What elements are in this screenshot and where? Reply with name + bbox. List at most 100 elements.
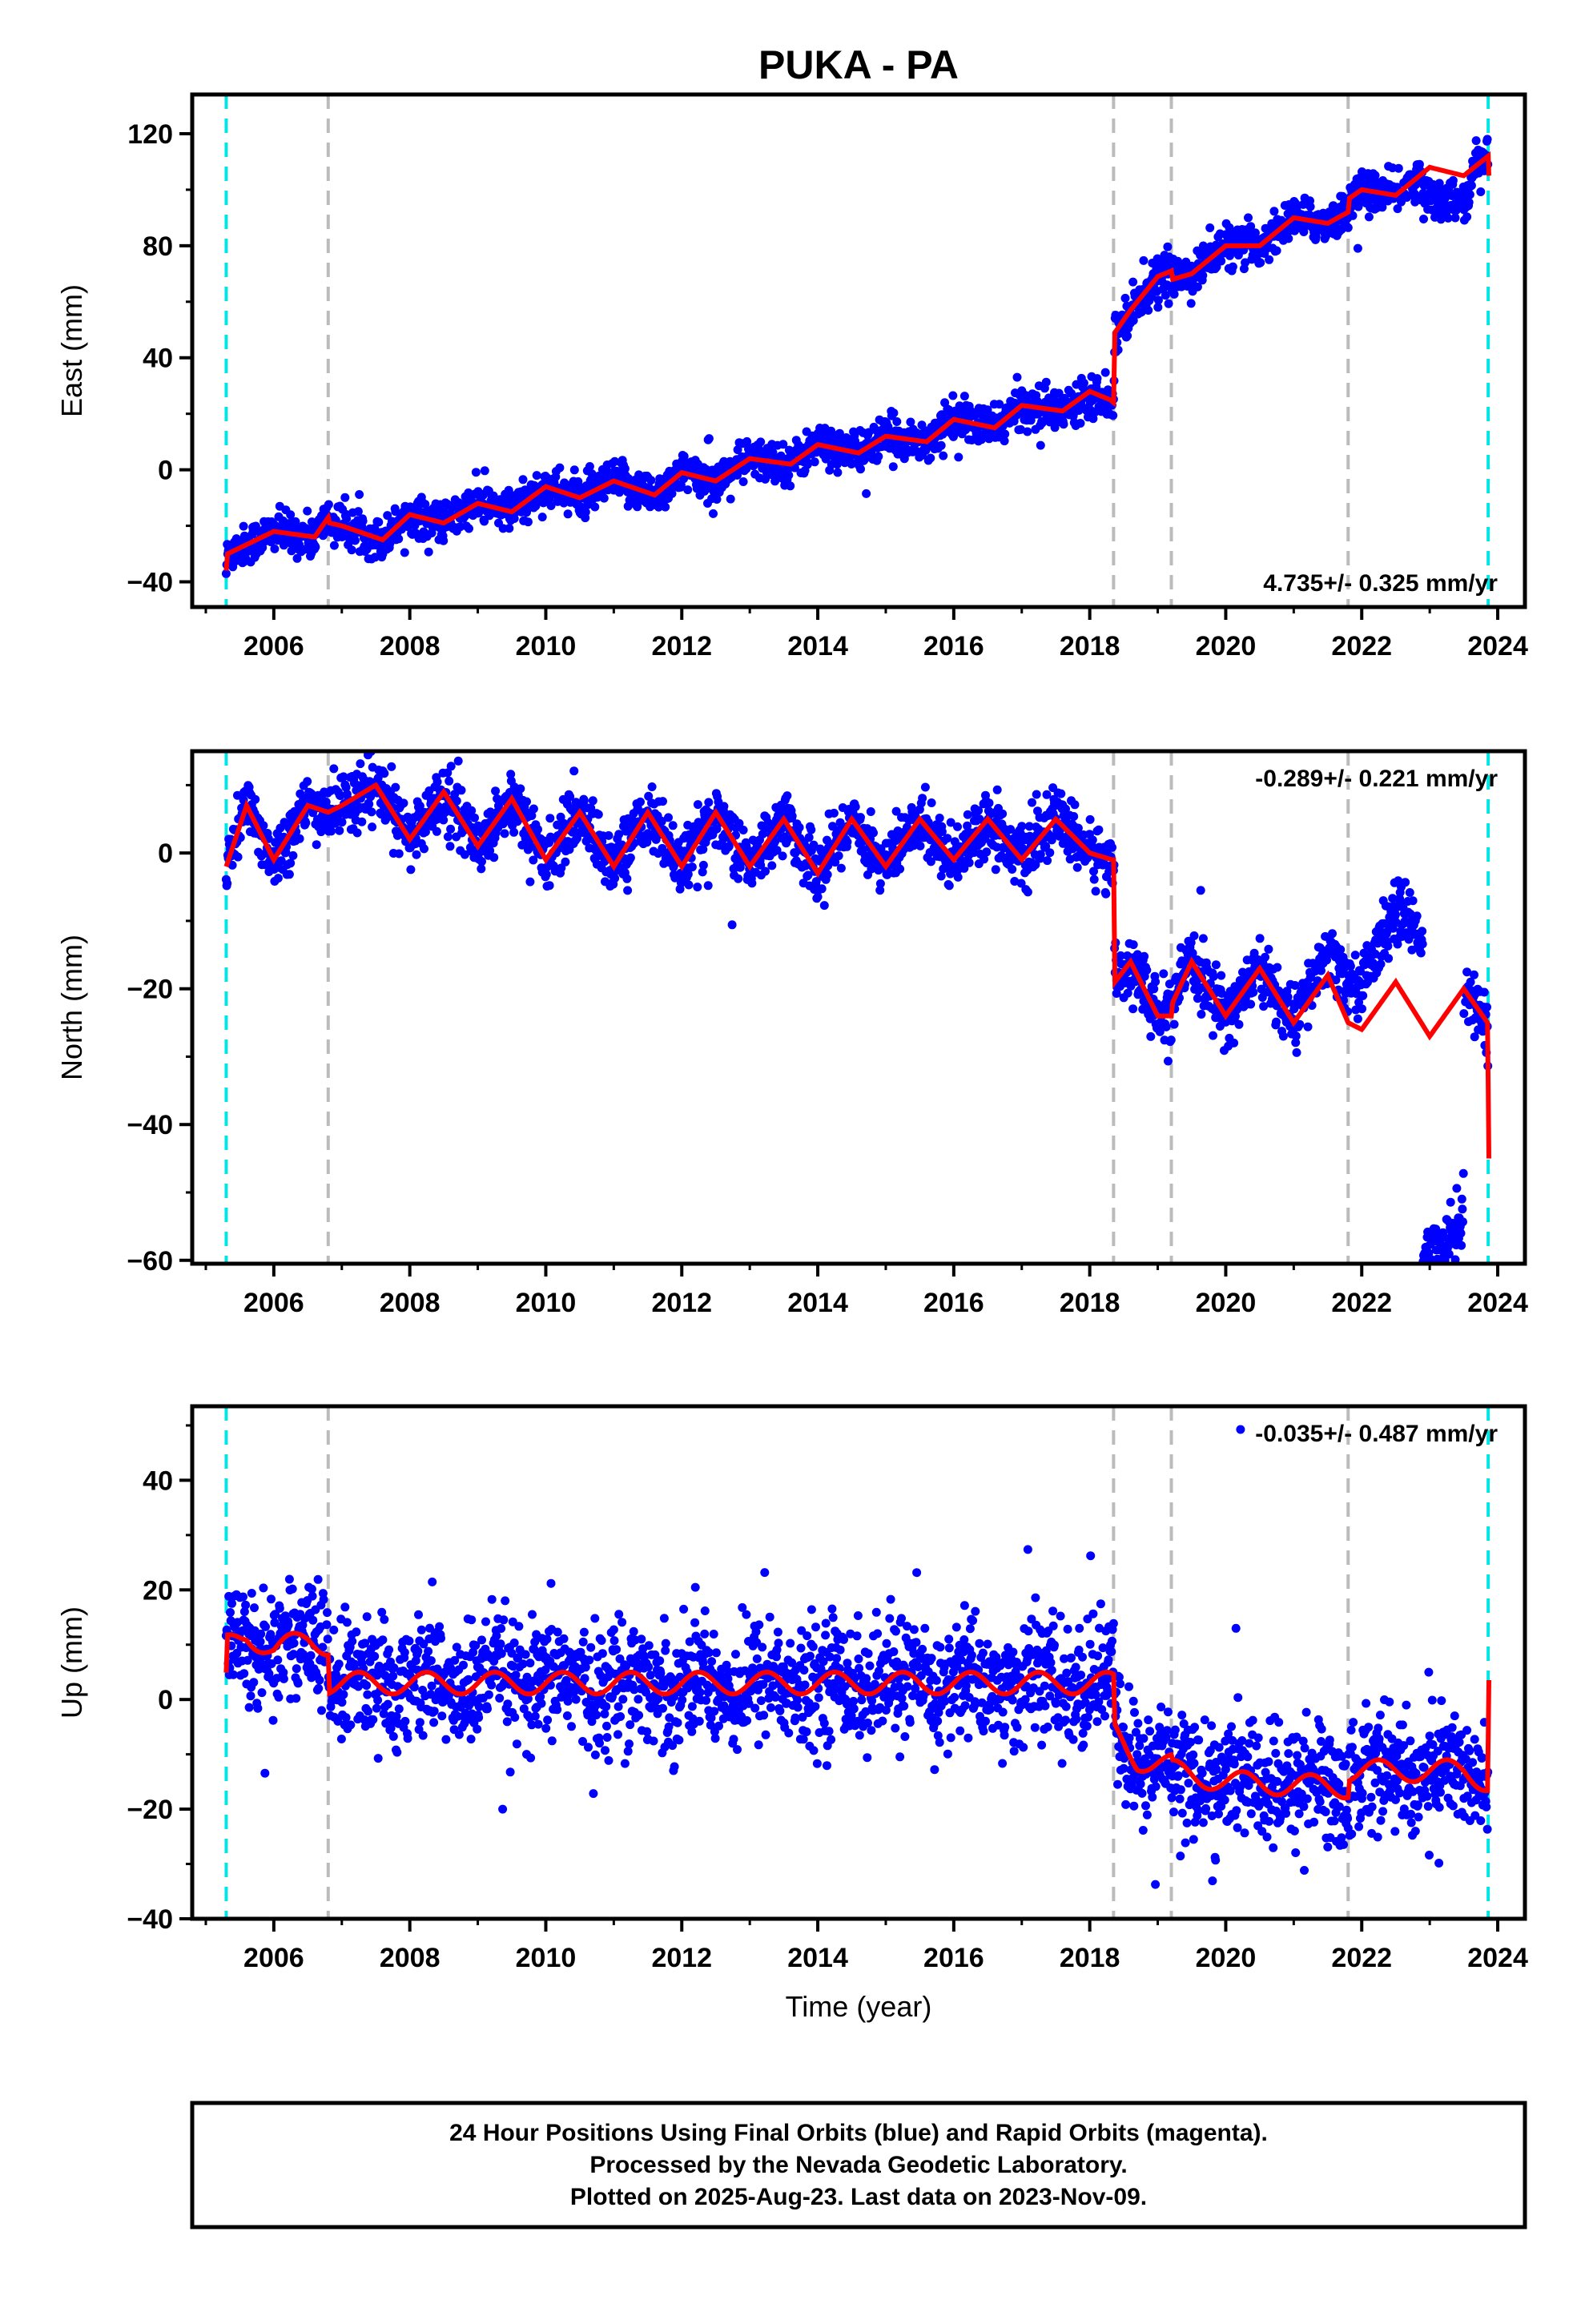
data-points (221, 739, 1493, 1264)
data-point (667, 489, 677, 498)
data-point (1452, 1184, 1462, 1193)
data-point (888, 462, 898, 472)
data-point (368, 739, 377, 748)
data-point (420, 827, 430, 837)
data-point (843, 837, 852, 846)
data-point (357, 817, 367, 826)
data-point (1036, 850, 1045, 859)
data-point (506, 770, 516, 779)
data-point (533, 825, 542, 834)
data-point (1250, 228, 1260, 238)
x-tick-label: 2016 (923, 631, 984, 661)
data-point (1418, 927, 1427, 936)
data-point (831, 858, 840, 867)
data-point (1358, 1004, 1366, 1014)
data-point (329, 541, 339, 550)
data-point (579, 796, 589, 806)
data-point (465, 524, 473, 533)
data-point (525, 877, 535, 887)
data-point (866, 807, 875, 816)
data-point (1234, 1019, 1244, 1029)
data-point (1100, 368, 1110, 377)
data-point (983, 405, 992, 415)
plot-area (221, 94, 1493, 607)
data-point (1197, 1010, 1206, 1019)
data-point (239, 521, 248, 531)
data-point (794, 822, 804, 832)
data-point (1459, 1009, 1469, 1019)
data-point (926, 857, 935, 866)
data-point (251, 794, 260, 804)
data-point (521, 834, 530, 843)
data-point (698, 845, 708, 854)
data-point (1244, 213, 1253, 223)
data-point (339, 772, 348, 782)
data-point (1299, 227, 1309, 236)
data-point (946, 818, 955, 827)
data-point (1008, 865, 1017, 874)
data-point (1246, 222, 1256, 231)
data-point (683, 870, 693, 879)
data-point (312, 840, 321, 850)
data-point (991, 865, 1000, 875)
data-point (1383, 941, 1393, 951)
data-point (1072, 862, 1082, 872)
data-point (1146, 1031, 1156, 1041)
data-point (1089, 875, 1099, 884)
data-point (1346, 962, 1355, 971)
x-tick-label: 2024 (1467, 631, 1528, 661)
data-point (695, 820, 705, 830)
data-point (1336, 945, 1346, 955)
data-point (719, 802, 729, 811)
data-point (918, 794, 927, 803)
y-tick-label: −40 (127, 568, 173, 598)
data-point (1457, 1240, 1466, 1250)
data-point (778, 851, 787, 861)
data-point (1471, 136, 1481, 146)
data-point (1465, 190, 1474, 199)
data-point (1448, 175, 1458, 185)
data-point (445, 842, 455, 851)
data-point (1045, 848, 1055, 858)
data-point (1076, 419, 1085, 428)
data-point (467, 806, 477, 815)
data-point (340, 493, 350, 502)
data-point (1436, 215, 1446, 224)
data-point (1016, 424, 1025, 434)
data-point (1101, 889, 1111, 899)
data-point (1292, 1047, 1301, 1057)
data-point (1169, 1019, 1179, 1029)
data-point (980, 854, 989, 864)
data-point (270, 544, 280, 553)
data-point (588, 796, 597, 806)
data-point (936, 440, 946, 450)
data-point (1092, 374, 1102, 384)
data-point (227, 860, 237, 870)
data-point (698, 867, 707, 877)
data-point (821, 454, 831, 464)
data-point (738, 826, 748, 834)
data-point (693, 800, 702, 810)
data-point (1047, 835, 1056, 845)
data-point (1153, 296, 1163, 305)
data-point (1476, 187, 1486, 196)
data-point (967, 436, 976, 444)
data-point (984, 798, 994, 808)
data-point (367, 807, 376, 817)
data-point (364, 799, 374, 809)
data-point (698, 860, 708, 870)
data-point (1041, 842, 1051, 851)
data-point (1305, 202, 1315, 211)
data-point (1043, 856, 1052, 866)
data-point (526, 842, 536, 851)
data-point (599, 493, 609, 503)
data-point (1446, 1197, 1455, 1207)
data-point (1457, 1194, 1466, 1204)
data-point (1164, 1056, 1173, 1066)
data-point (1350, 951, 1360, 960)
data-point (963, 810, 972, 819)
data-point (658, 797, 667, 806)
data-point (420, 844, 428, 854)
data-point (644, 791, 654, 801)
data-point (709, 509, 718, 518)
